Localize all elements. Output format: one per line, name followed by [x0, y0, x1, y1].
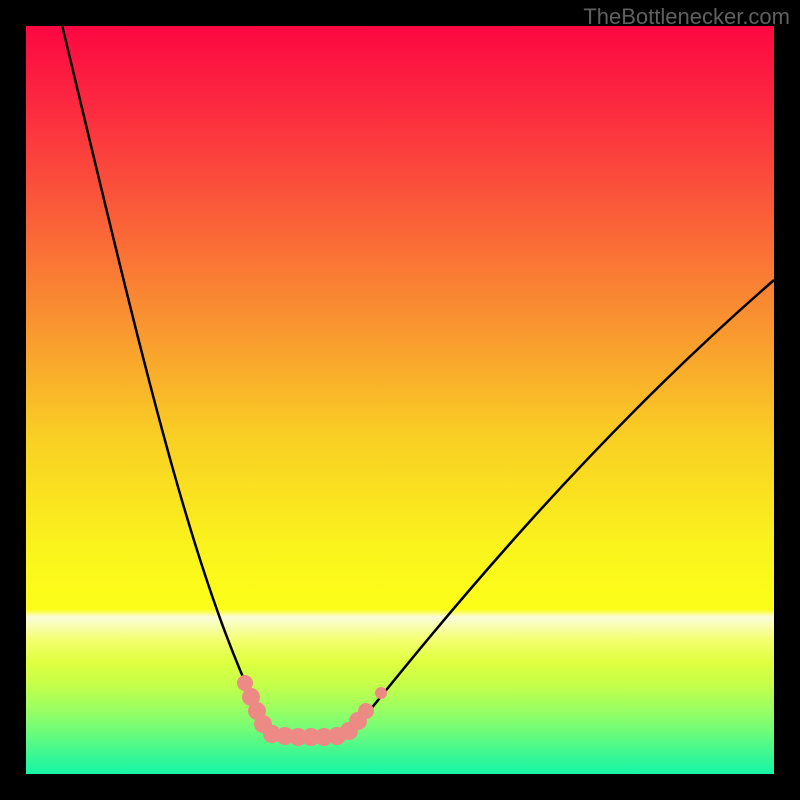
attribution-text: TheBottlenecker.com [583, 4, 790, 30]
plot-background [26, 26, 774, 774]
chart-container: TheBottlenecker.com [0, 0, 800, 800]
bottleneck-curve-chart [0, 0, 800, 800]
data-dot [358, 703, 374, 719]
data-dot [375, 687, 387, 699]
